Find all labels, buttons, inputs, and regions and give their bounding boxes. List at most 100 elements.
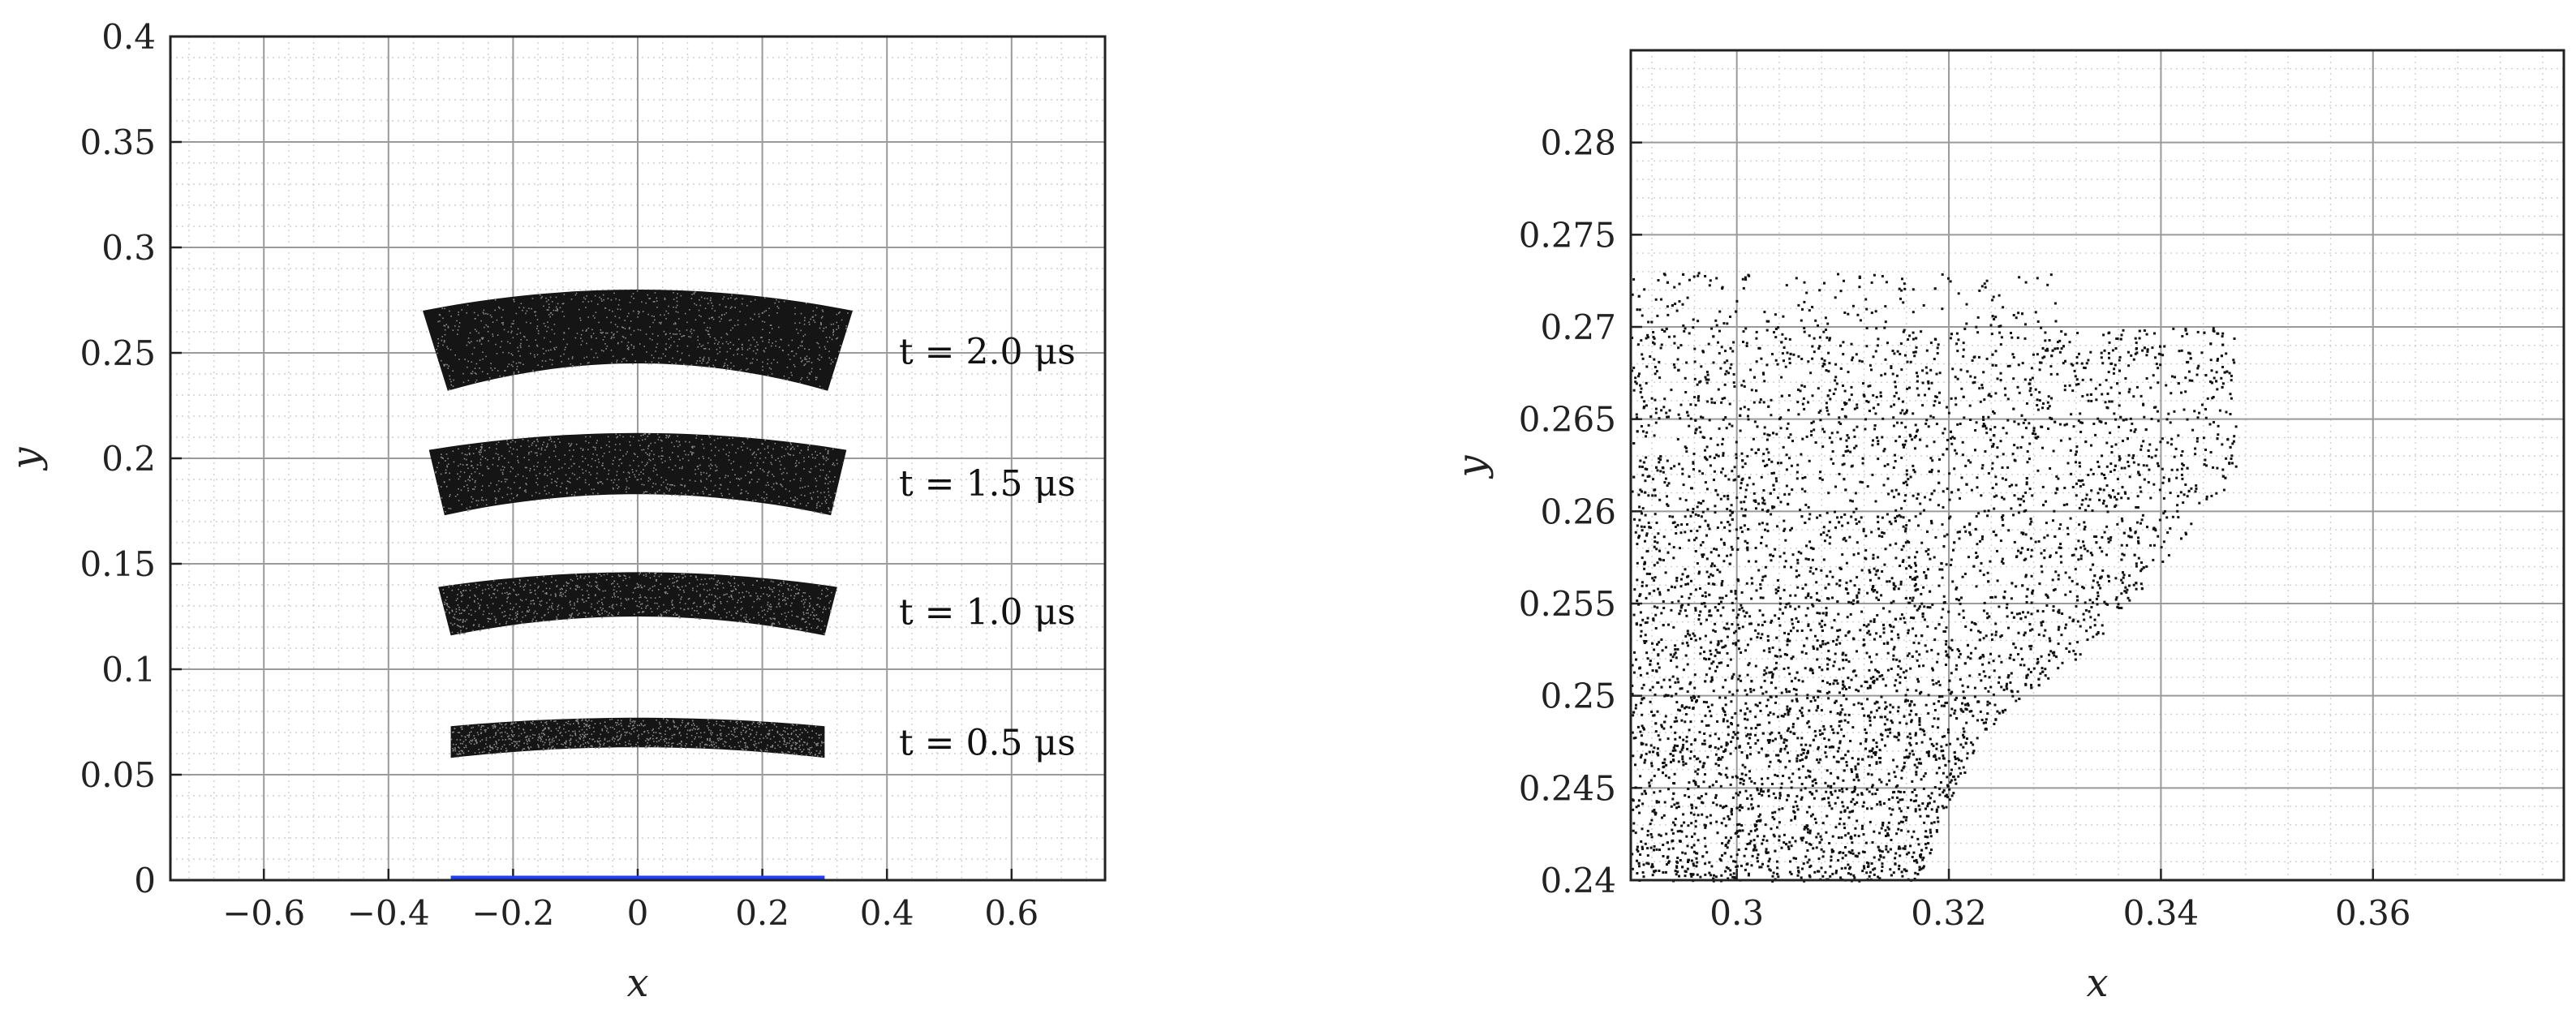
band-speckle [625, 744, 626, 746]
band-speckle [809, 492, 811, 494]
band-speckle [760, 733, 762, 736]
band-speckle [585, 720, 587, 721]
band-speckle [631, 724, 634, 727]
scatter-point [1787, 436, 1791, 439]
band-speckle [730, 730, 733, 733]
band-speckle [558, 739, 561, 741]
band-speckle [766, 594, 768, 595]
band-speckle [484, 449, 486, 452]
band-speckle [763, 500, 766, 501]
band-speckle [809, 605, 811, 608]
band-speckle [729, 738, 732, 741]
band-speckle [513, 733, 515, 736]
band-speckle [492, 736, 495, 738]
band-speckle [616, 361, 617, 363]
band-speckle [652, 339, 653, 341]
band-speckle [832, 463, 834, 466]
scatter-point [1873, 428, 1877, 431]
band-speckle [473, 599, 475, 602]
band-speckle [760, 741, 763, 743]
band-speckle [795, 353, 798, 354]
band-speckle [799, 503, 802, 505]
scatter-point [2101, 362, 2105, 365]
scatter-point [1969, 375, 1972, 378]
band-speckle [699, 360, 701, 362]
band-speckle [467, 489, 469, 492]
scatter-point [1824, 870, 1827, 874]
band-speckle [525, 489, 527, 491]
band-speckle [471, 464, 473, 466]
band-speckle [733, 578, 736, 580]
band-speckle [621, 335, 624, 337]
band-speckle [487, 617, 489, 620]
band-speckle [704, 487, 706, 488]
band-speckle [595, 585, 597, 587]
band-speckle [819, 475, 821, 477]
band-speckle [579, 575, 582, 577]
scatter-point [2057, 578, 2060, 581]
band-speckle [457, 604, 459, 606]
band-speckle [685, 724, 687, 726]
band-speckle [510, 441, 512, 443]
scatter-point [2047, 395, 2050, 398]
band-speckle [525, 599, 527, 600]
scatter-point [2044, 629, 2047, 632]
band-speckle [744, 744, 746, 746]
band-speckle [545, 739, 547, 741]
band-speckle [624, 731, 626, 733]
band-speckle [681, 335, 683, 337]
band-speckle [643, 449, 645, 451]
scatter-point [1903, 815, 1906, 819]
scatter-point [1902, 671, 1905, 674]
band-speckle [505, 370, 506, 372]
band-speckle [686, 345, 689, 347]
band-speckle [570, 744, 571, 745]
band-speckle [786, 502, 788, 505]
band-speckle [484, 326, 485, 329]
band-speckle [725, 741, 727, 743]
band-speckle [786, 583, 789, 585]
band-speckle [819, 354, 820, 356]
band-speckle [555, 735, 557, 737]
band-speckle [455, 608, 458, 610]
band-speckle [607, 436, 609, 438]
scatter-point [1756, 636, 1759, 639]
band-speckle [731, 591, 733, 593]
band-speckle [526, 466, 527, 469]
band-speckle [734, 736, 737, 738]
band-speckle [445, 603, 447, 604]
band-speckle [626, 585, 628, 586]
band-speckle [456, 320, 458, 322]
band-speckle [520, 445, 522, 447]
band-speckle [587, 449, 589, 451]
scatter-point [2118, 457, 2122, 460]
band-speckle [597, 610, 600, 612]
band-speckle [576, 601, 578, 603]
band-speckle [746, 358, 748, 359]
band-speckle [816, 627, 818, 629]
band-speckle [741, 488, 742, 491]
band-speckle [707, 719, 709, 721]
scatter-point [1930, 792, 1933, 795]
scatter-point [2040, 655, 2043, 658]
band-speckle [561, 607, 563, 609]
band-speckle [832, 377, 833, 379]
band-speckle [656, 719, 657, 721]
band-speckle [560, 591, 562, 594]
band-speckle [735, 721, 738, 724]
band-speckle [680, 608, 682, 609]
band-speckle [520, 342, 522, 345]
band-speckle [692, 723, 695, 724]
band-speckle [442, 458, 444, 459]
scatter-point [1688, 781, 1691, 784]
band-speckle [468, 452, 471, 454]
band-speckle [611, 718, 613, 720]
band-speckle [546, 445, 548, 447]
band-speckle [446, 466, 449, 468]
band-speckle [601, 728, 603, 730]
band-speckle [576, 609, 578, 612]
band-speckle [507, 593, 510, 595]
band-speckle [559, 726, 561, 728]
band-speckle [643, 585, 646, 587]
y-tick-label: 0.15 [80, 544, 156, 584]
